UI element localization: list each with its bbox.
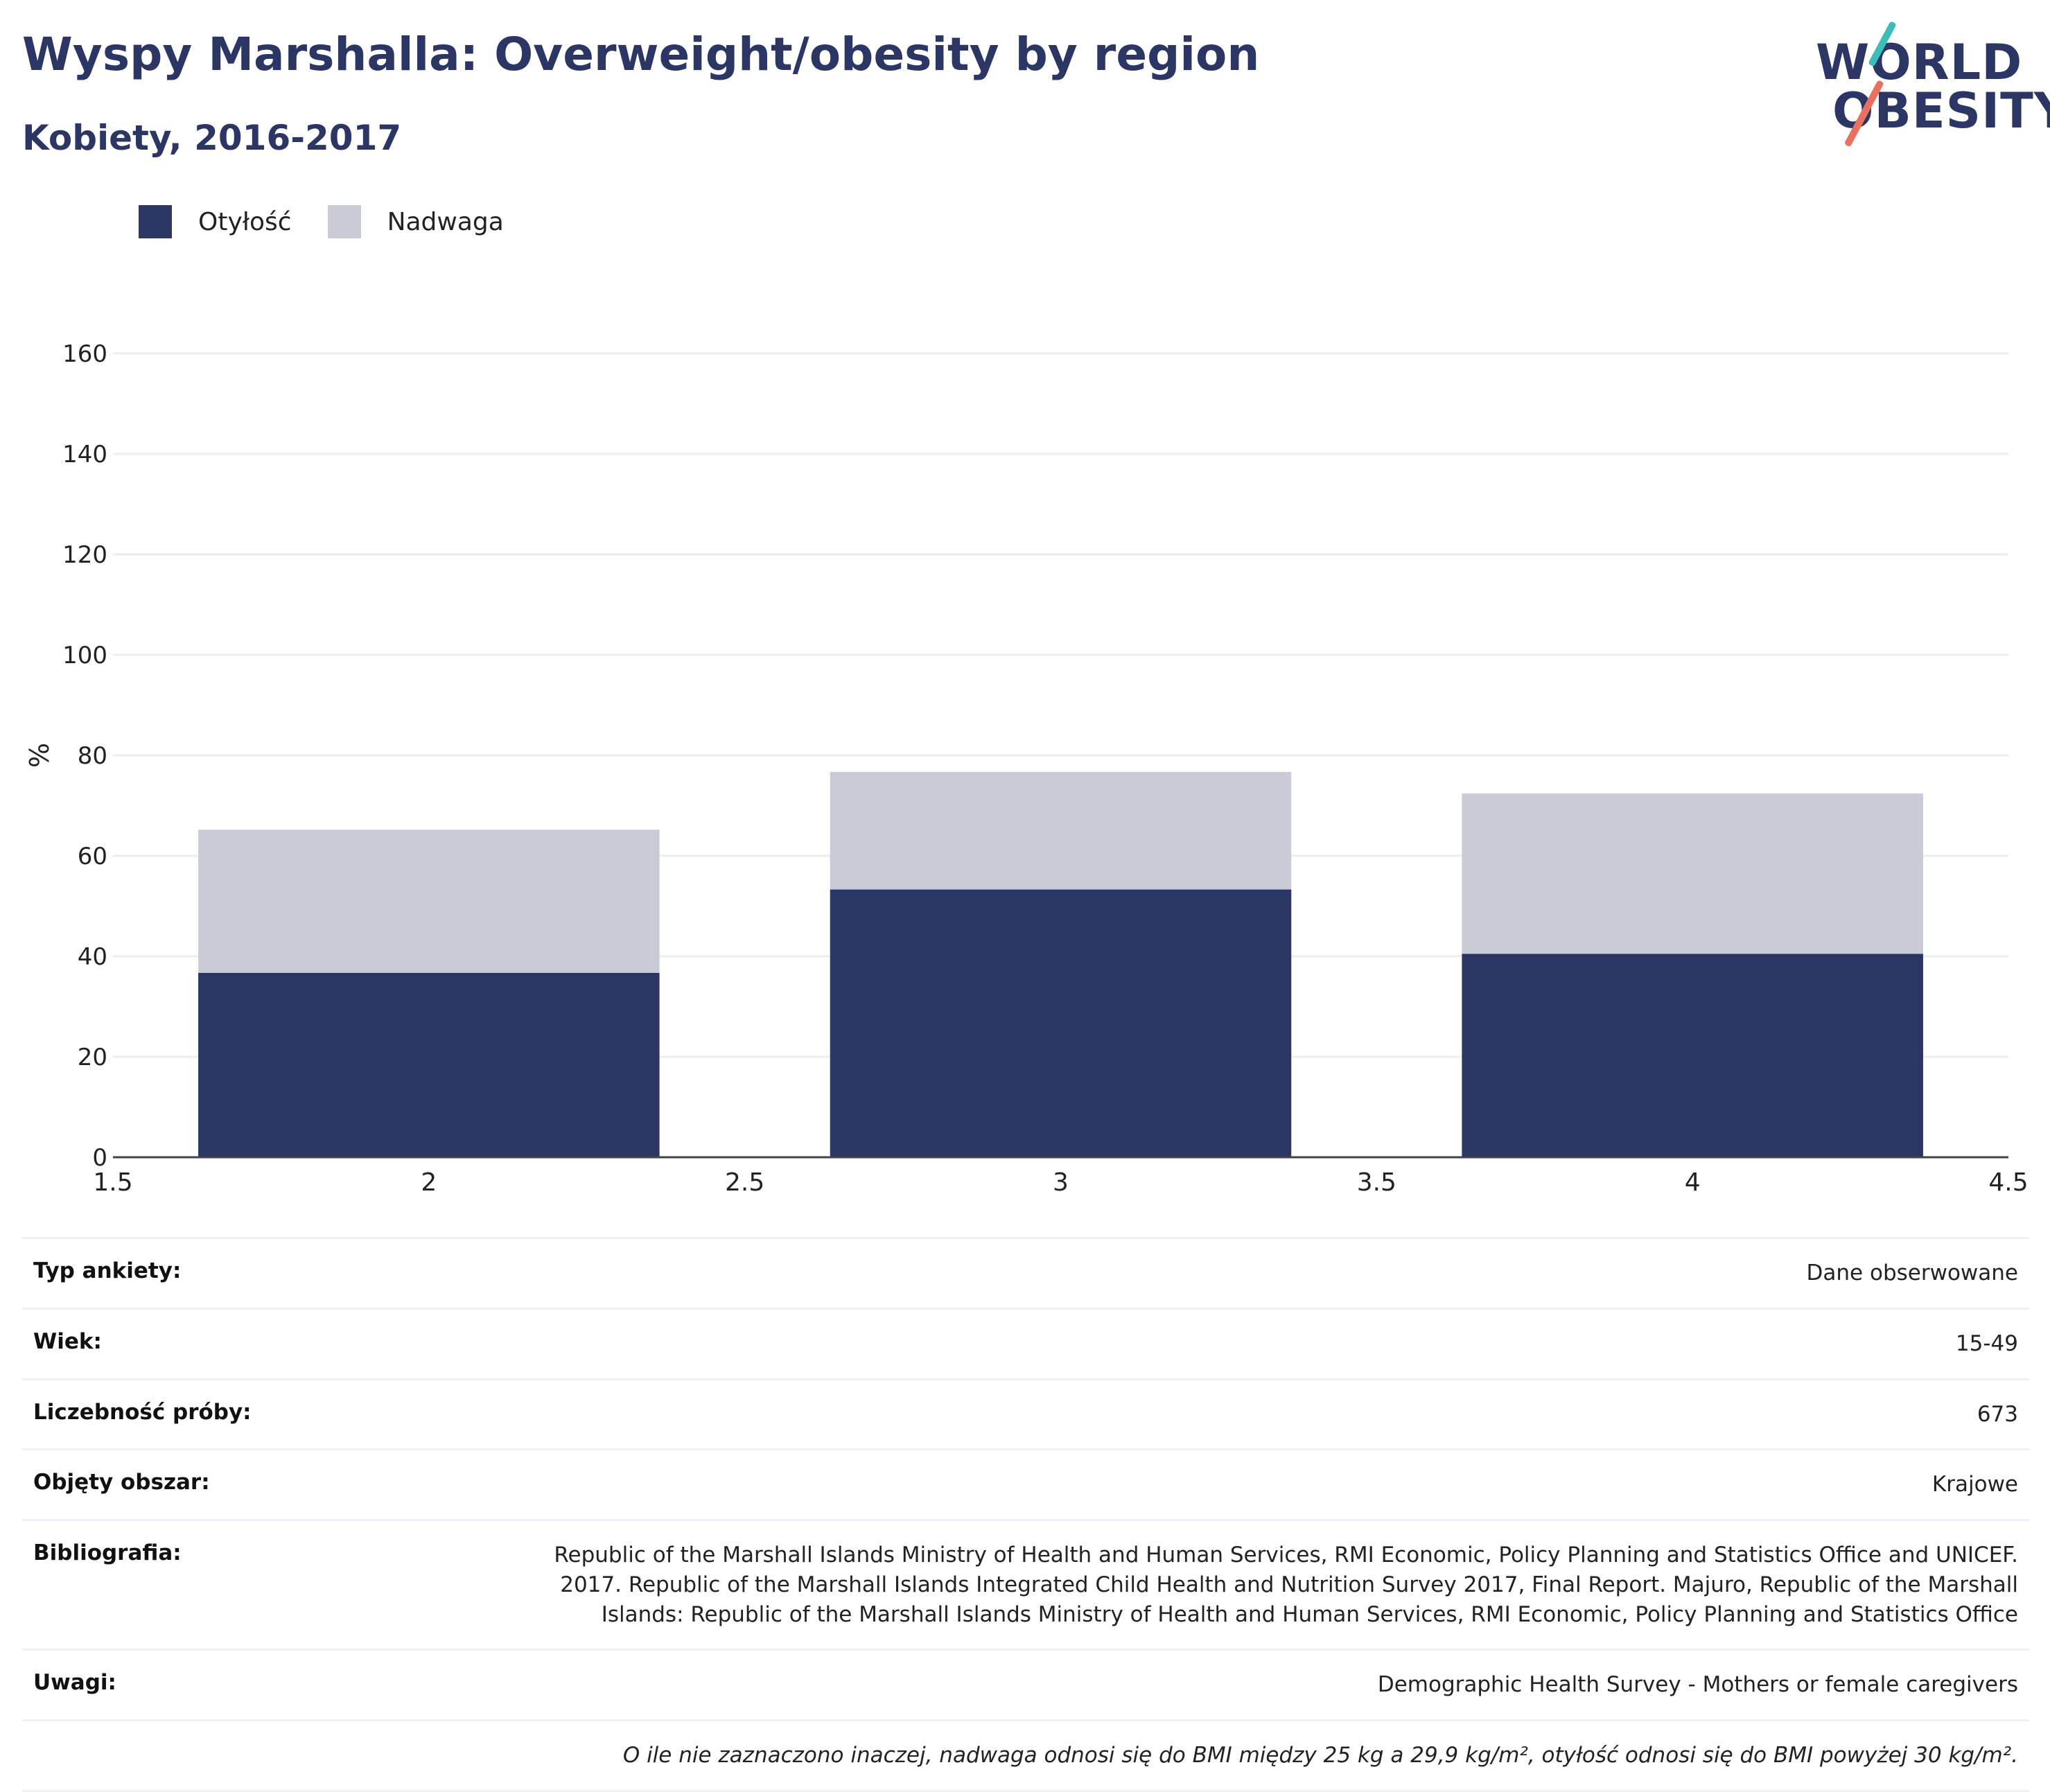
- y-axis-label: %: [24, 743, 55, 768]
- x-tick-label: 4: [1685, 1168, 1701, 1192]
- legend-swatch-obesity: [139, 205, 172, 238]
- meta-row-survey-type: Typ ankiety: Dane obserwowane: [22, 1237, 2029, 1308]
- y-tick-label: 20: [78, 1044, 107, 1071]
- meta-value: Republic of the Marshall Islands Ministr…: [554, 1543, 2018, 1627]
- meta-label: Uwagi:: [33, 1670, 116, 1696]
- chart-legend: Otyłość Nadwaga: [139, 205, 540, 238]
- meta-value: Krajowe: [1931, 1472, 2018, 1497]
- x-tick-label: 2.5: [725, 1168, 764, 1192]
- logo-word-world: WORLD: [1816, 34, 2023, 91]
- y-tick-label: 160: [62, 340, 107, 368]
- y-tick-label: 100: [62, 642, 107, 669]
- y-tick-label: 60: [78, 843, 107, 870]
- meta-value: Demographic Health Survey - Mothers or f…: [1377, 1672, 2018, 1698]
- stacked-bar-chart: 0 20 40 60 80 100 120 140 160 1.5 2 2.5 3 3.5 4 4.5%: [24, 340, 2029, 1197]
- meta-label: Wiek:: [33, 1328, 102, 1354]
- x-tick-label: 2: [421, 1168, 437, 1192]
- meta-footnote-row: O ile nie zaznaczono inaczej, nadwaga od…: [22, 1719, 2029, 1792]
- chart-subtitle: Kobiety, 2016-2017: [22, 118, 402, 158]
- meta-label: Liczebność próby:: [33, 1399, 252, 1425]
- bar-overweight: [1462, 793, 1923, 954]
- y-tick-label: 140: [62, 441, 107, 468]
- meta-row-area-covered: Objęty obszar: Krajowe: [22, 1448, 2029, 1519]
- bmi-footnote: O ile nie zaznaczono inaczej, nadwaga od…: [622, 1743, 2018, 1768]
- legend-item-overweight[interactable]: Nadwaga: [327, 205, 504, 238]
- legend-item-obesity[interactable]: Otyłość: [139, 205, 292, 238]
- bar-obesity: [1462, 954, 1923, 1157]
- legend-swatch-overweight: [327, 205, 361, 238]
- meta-value: 673: [1977, 1401, 2018, 1427]
- chart-title: Wyspy Marshalla: Overweight/obesity by r…: [22, 28, 1260, 81]
- legend-label-obesity: Otyłość: [198, 207, 292, 236]
- legend-label-overweight: Nadwaga: [387, 207, 504, 236]
- meta-value: 15-49: [1955, 1330, 2018, 1356]
- meta-label: Bibliografia:: [33, 1540, 182, 1566]
- x-tick-label: 3: [1053, 1168, 1069, 1192]
- meta-value: Dane obserwowane: [1806, 1260, 2018, 1285]
- y-tick-label: 120: [62, 541, 107, 569]
- meta-label: Typ ankiety:: [33, 1258, 182, 1283]
- meta-row-age: Wiek: 15-49: [22, 1307, 2029, 1378]
- meta-row-notes: Uwagi: Demographic Health Survey - Mothe…: [22, 1649, 2029, 1719]
- bar-overweight: [198, 829, 660, 973]
- x-tick-label: 4.5: [1988, 1168, 2028, 1192]
- y-tick-label: 80: [78, 742, 107, 770]
- bar-obesity: [830, 889, 1292, 1157]
- x-tick-label: 3.5: [1357, 1168, 1396, 1192]
- chart-area: 0 20 40 60 80 100 120 140 160 1.5 2 2.5 3 3.5 4 4.5%: [0, 319, 2050, 1197]
- metadata-table: Typ ankiety: Dane obserwowane Wiek: 15-4…: [22, 1237, 2029, 1792]
- meta-label: Objęty obszar:: [33, 1470, 210, 1495]
- bar-overweight: [830, 771, 1292, 890]
- bar-obesity: [198, 972, 660, 1157]
- y-tick-label: 0: [92, 1144, 107, 1172]
- world-obesity-logo: WORLD OBESITY: [1802, 14, 2050, 152]
- meta-row-sample-size: Liczebność próby: 673: [22, 1378, 2029, 1449]
- y-tick-label: 40: [78, 943, 107, 971]
- meta-row-bibliography: Bibliografia: Republic of the Marshall I…: [22, 1519, 2029, 1649]
- x-tick-label: 1.5: [93, 1168, 132, 1192]
